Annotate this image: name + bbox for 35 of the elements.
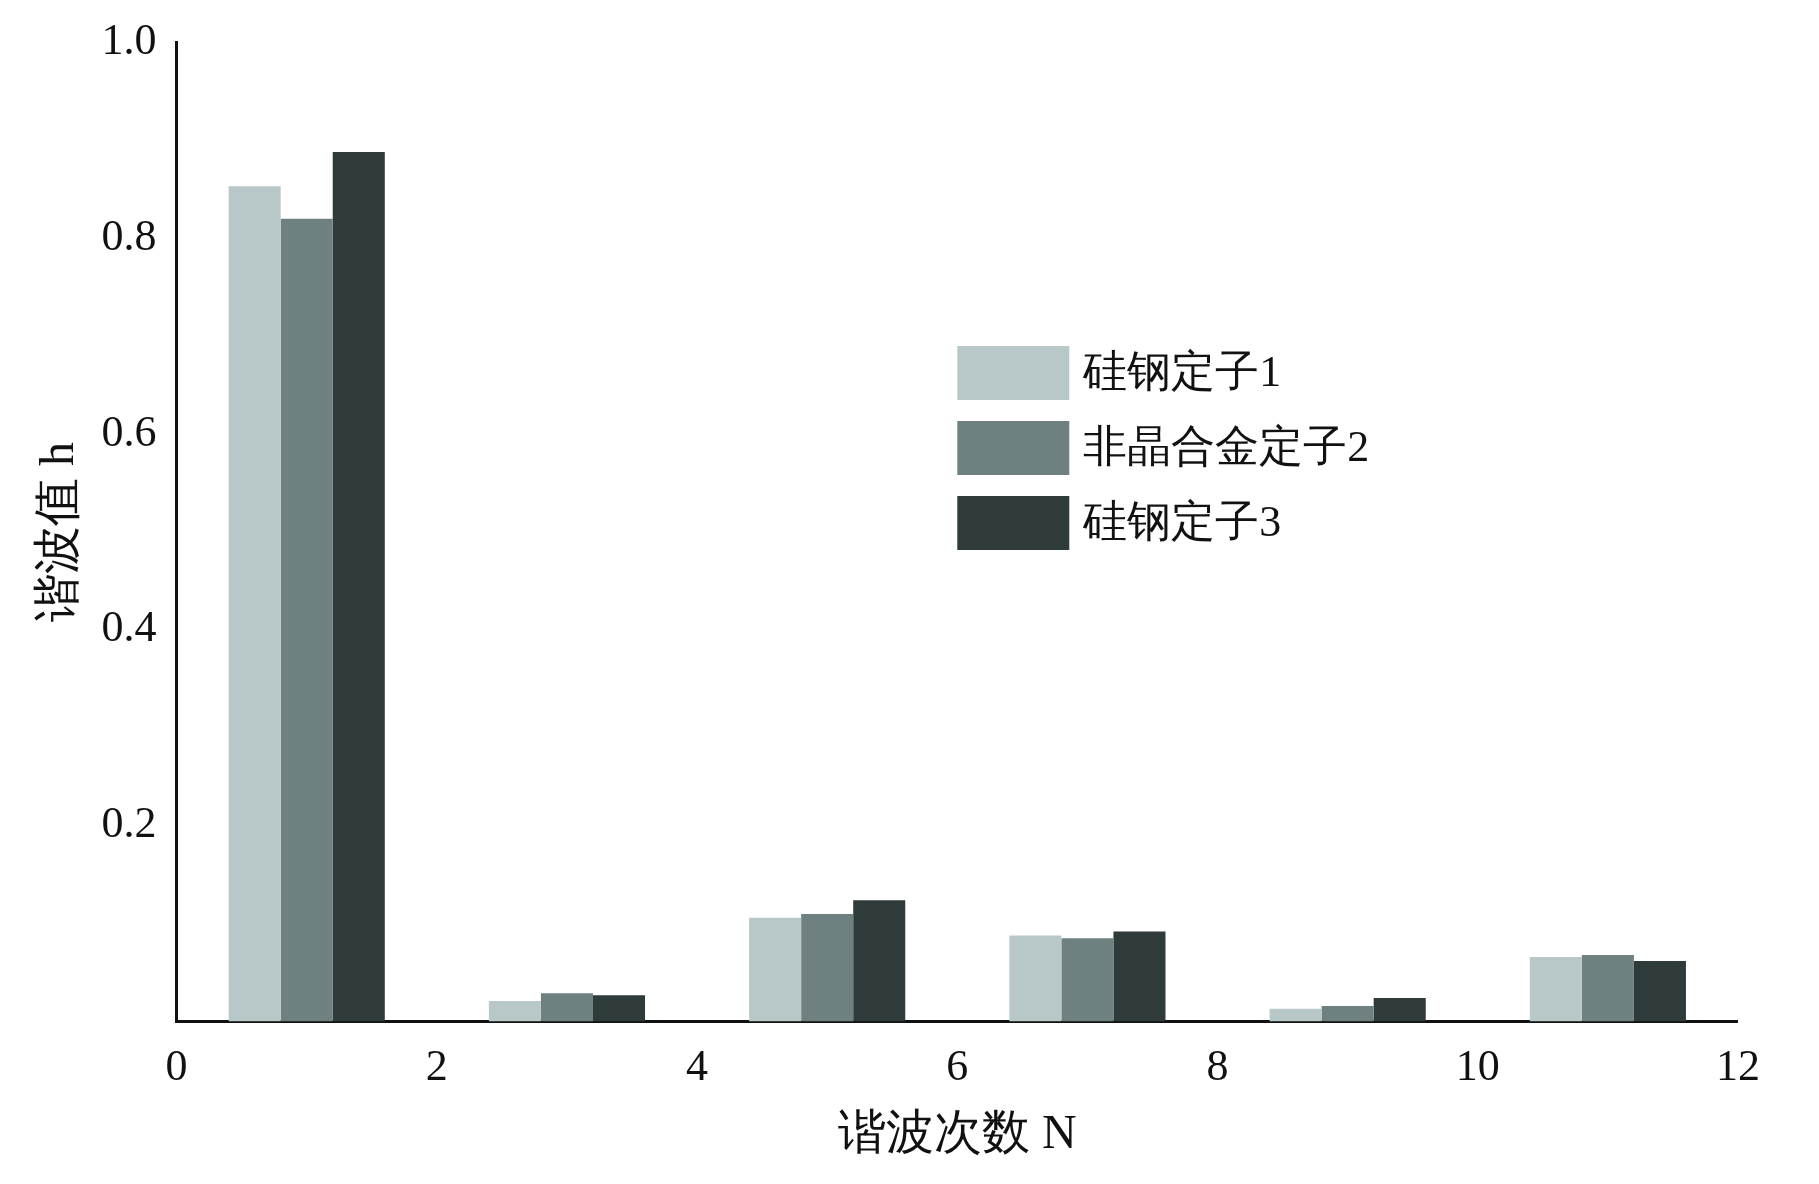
x-tick-label: 4 bbox=[686, 1040, 709, 1090]
bar bbox=[228, 186, 281, 1022]
bar bbox=[1321, 1005, 1374, 1022]
y-tick-label: 0.4 bbox=[101, 602, 157, 652]
bar bbox=[540, 993, 593, 1022]
bar bbox=[280, 218, 333, 1022]
bar bbox=[1581, 955, 1634, 1022]
x-tick-label: 2 bbox=[425, 1040, 448, 1090]
bar bbox=[1113, 931, 1166, 1022]
legend-label: 非晶合金定子2 bbox=[1083, 421, 1370, 471]
legend-label: 硅钢定子1 bbox=[1082, 346, 1282, 396]
bar bbox=[488, 1001, 541, 1022]
x-tick-label: 10 bbox=[1455, 1040, 1500, 1090]
legend-label: 硅钢定子3 bbox=[1082, 496, 1282, 546]
y-tick-label: 0.6 bbox=[101, 406, 157, 456]
x-tick-label: 8 bbox=[1206, 1040, 1229, 1090]
x-tick-label: 12 bbox=[1716, 1040, 1760, 1090]
bar bbox=[1009, 935, 1062, 1022]
y-axis-title: 谐波值 h bbox=[30, 442, 84, 622]
y-tick-label: 0.8 bbox=[101, 210, 157, 260]
bar bbox=[1529, 956, 1582, 1022]
bar bbox=[749, 917, 802, 1022]
bar bbox=[801, 913, 854, 1022]
x-tick-label: 6 bbox=[946, 1040, 969, 1090]
bar bbox=[1061, 938, 1114, 1022]
bar bbox=[332, 152, 385, 1022]
bar bbox=[1373, 998, 1426, 1022]
bar bbox=[592, 995, 646, 1022]
bar bbox=[1269, 1008, 1322, 1022]
x-tick-label: 0 bbox=[165, 1040, 188, 1090]
bar bbox=[853, 900, 906, 1022]
y-tick-label: 1.0 bbox=[101, 14, 157, 64]
bar bbox=[1633, 960, 1686, 1022]
x-axis-title: 谐波次数 N bbox=[837, 1104, 1077, 1158]
y-tick-label: 0.2 bbox=[101, 798, 157, 848]
